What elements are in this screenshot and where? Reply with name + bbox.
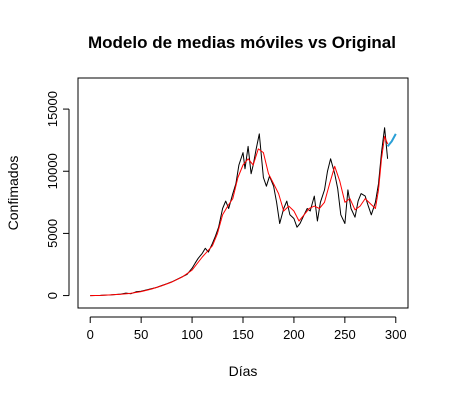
y-axis: 0 5000 10000 15000: [45, 91, 70, 299]
y-tick-label: 15000: [45, 91, 60, 127]
x-axis: 0 50 100 150 200 250 300: [87, 316, 407, 342]
y-axis-label: Confimados: [5, 156, 21, 231]
chart-title: Modelo de medias móviles vs Original: [88, 33, 396, 52]
y-tick-label: 0: [45, 292, 60, 299]
series-forecast-line: [386, 133, 397, 148]
series-original-line: [90, 127, 389, 297]
y-tick-label: 10000: [45, 153, 60, 189]
x-tick-label: 200: [283, 327, 305, 342]
x-tick-label: 50: [134, 327, 148, 342]
series-layer: [90, 127, 397, 297]
x-tick-label: 250: [334, 327, 356, 342]
series-moving-average-line: [90, 135, 389, 297]
plot-frame: [77, 77, 409, 309]
x-tick-label: 300: [385, 327, 407, 342]
x-tick-label: 150: [232, 327, 254, 342]
x-axis-label: Días: [229, 363, 258, 379]
y-tick-label: 5000: [45, 219, 60, 248]
x-tick-label: 0: [87, 327, 94, 342]
x-tick-label: 100: [181, 327, 203, 342]
